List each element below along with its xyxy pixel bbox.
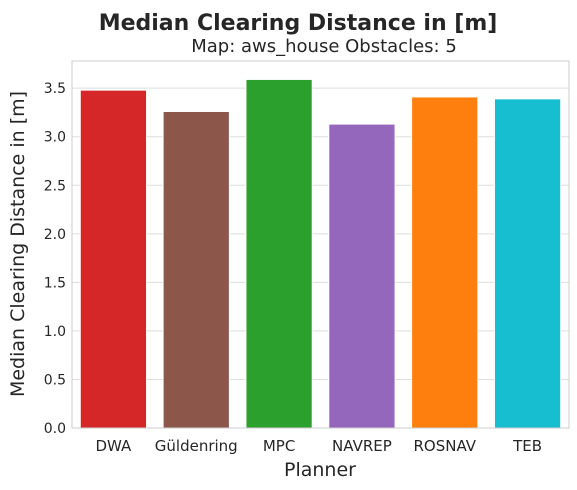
y-tick-labels: 0.0 0.5 1.0 1.5 2.0 2.5 3.0 3.5 — [44, 81, 66, 437]
chart-subtitle: Map: aws_house Obstacles: 5 — [191, 36, 457, 57]
chart-title: Median Clearing Distance in [m] — [99, 11, 498, 36]
y-tick-label: 3.5 — [44, 81, 66, 97]
y-axis-label: Median Clearing Distance in [m] — [7, 91, 29, 397]
bar-rosnav — [411, 96, 479, 429]
bar-navrep — [328, 123, 396, 429]
y-tick-label: 1.0 — [44, 324, 66, 340]
bar-dwa — [79, 89, 148, 429]
y-tick-label: 2.5 — [44, 178, 66, 194]
plot-area-frame — [71, 60, 570, 429]
bar-g-ldenring — [162, 110, 230, 429]
y-gridlines — [72, 87, 569, 429]
x-tick-label: NAVREP — [332, 437, 392, 455]
x-tick-label: MPC — [263, 437, 295, 455]
x-tick-label: Güldenring — [155, 437, 238, 455]
y-tick-label: 2.0 — [44, 227, 66, 243]
x-tick-label: TEB — [512, 437, 542, 455]
y-tick-label: 0.5 — [44, 372, 66, 388]
x-axis-label: Planner — [284, 459, 356, 481]
y-tick-label: 3.0 — [44, 130, 66, 146]
x-tick-label: DWA — [96, 437, 133, 455]
bars-group — [79, 78, 562, 429]
x-tick-labels: DWA Güldenring MPC NAVREP ROSNAV TEB — [96, 437, 543, 455]
bar-teb — [493, 98, 562, 429]
x-tick-label: ROSNAV — [413, 437, 476, 455]
y-tick-label: 0.0 — [44, 421, 66, 437]
bar-mpc — [245, 78, 313, 429]
y-tick-label: 1.5 — [44, 275, 66, 291]
